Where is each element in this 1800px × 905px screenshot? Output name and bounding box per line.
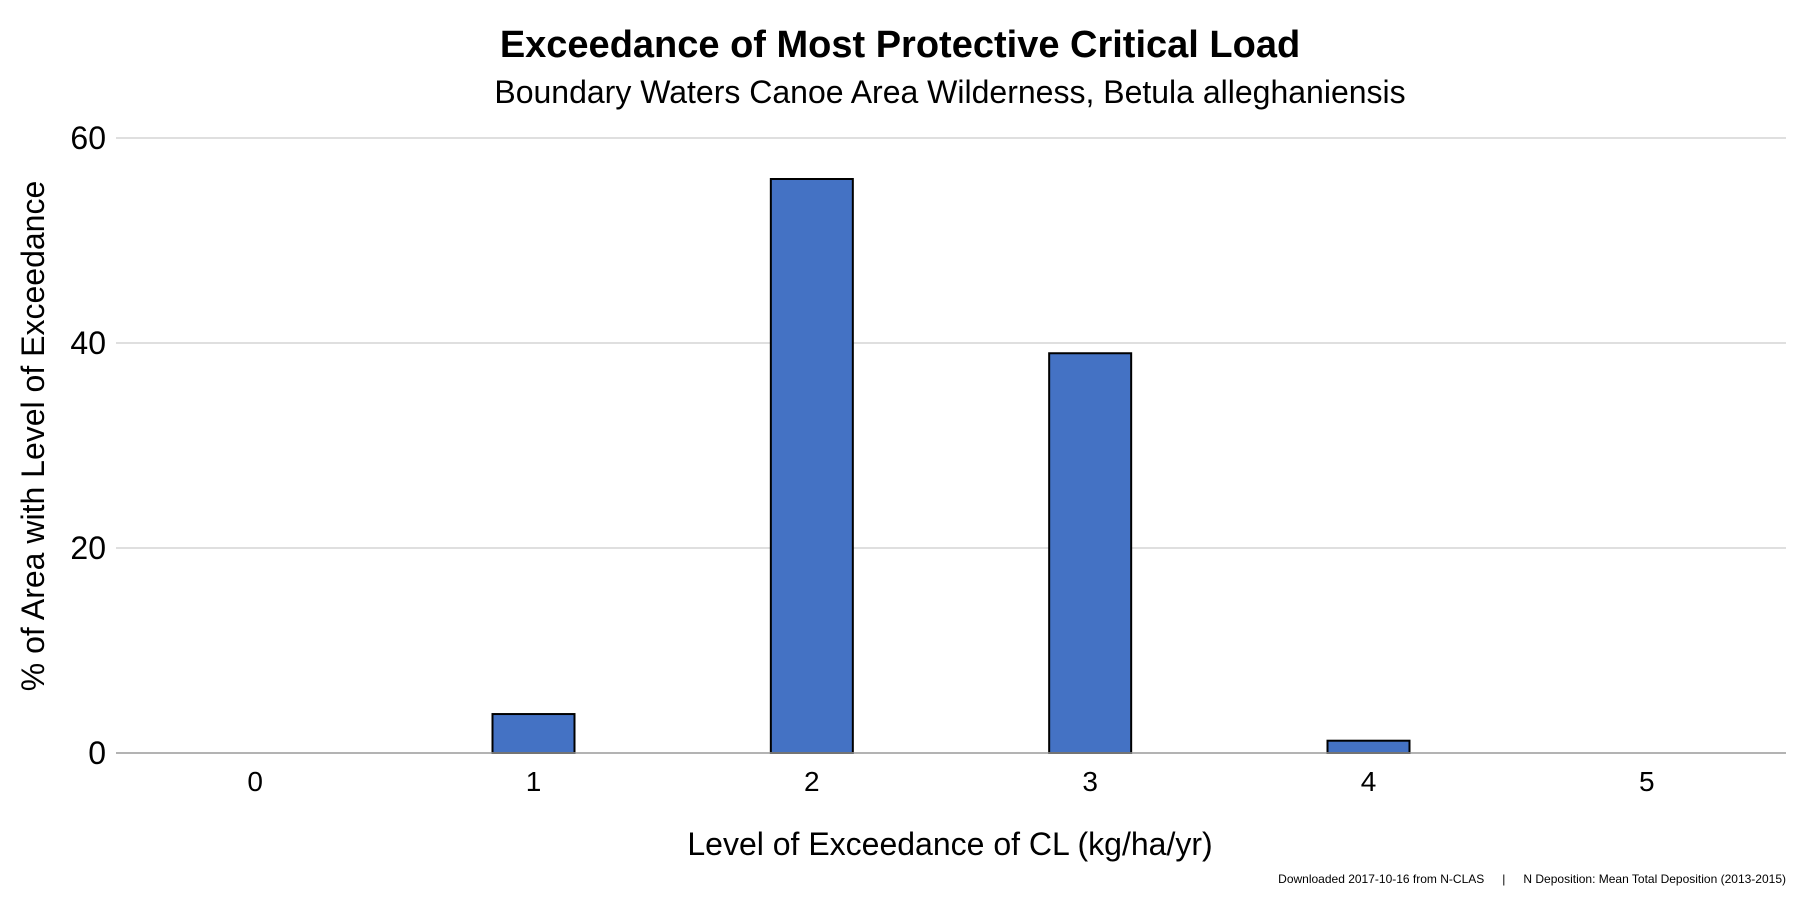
y-tick-label: 0 (88, 735, 106, 771)
footer-deposition: N Deposition: Mean Total Deposition (201… (1523, 872, 1786, 886)
x-tick-label: 3 (1082, 766, 1098, 797)
y-axis-label: % of Area with Level of Exceedance (15, 181, 51, 692)
gridlines (116, 137, 1786, 549)
y-tick-labels: 0 20 40 60 (70, 120, 106, 771)
bar-3 (1048, 352, 1133, 754)
y-tick-label: 60 (70, 120, 106, 156)
x-tick-label: 1 (526, 766, 542, 797)
bar-4 (1326, 739, 1411, 755)
bar-1 (491, 713, 576, 754)
chart-title: Exceedance of Most Protective Critical L… (500, 24, 1300, 66)
x-tick-labels: 0 1 2 3 4 5 (247, 766, 1654, 797)
x-tick-label: 0 (247, 766, 263, 797)
footer-source: Downloaded 2017-10-16 from N-CLAS (1278, 872, 1484, 886)
footer-separator: | (1502, 872, 1505, 886)
x-axis-label: Level of Exceedance of CL (kg/ha/yr) (687, 826, 1212, 862)
x-tick-label: 4 (1361, 766, 1377, 797)
bars (491, 178, 1411, 755)
x-tick-label: 2 (804, 766, 820, 797)
y-tick-label: 20 (70, 530, 106, 566)
chart-subtitle: Boundary Waters Canoe Area Wilderness, B… (494, 74, 1405, 110)
x-tick-label: 5 (1639, 766, 1655, 797)
bar-2 (769, 178, 854, 754)
y-tick-label: 40 (70, 325, 106, 361)
footer-note: Downloaded 2017-10-16 from N-CLAS | N Depo… (1278, 872, 1786, 886)
